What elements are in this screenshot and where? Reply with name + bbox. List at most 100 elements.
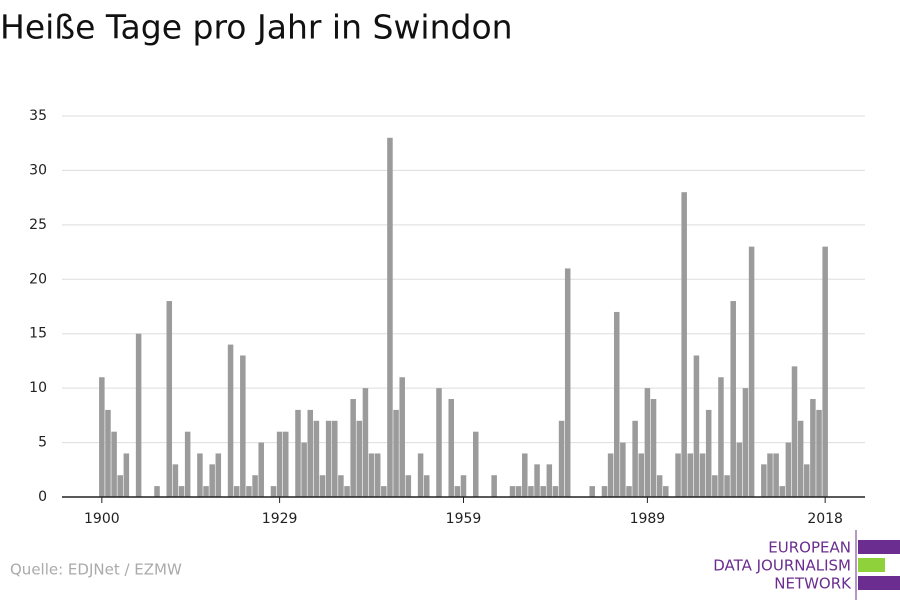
bar xyxy=(123,453,130,497)
logo-bar xyxy=(858,540,900,554)
bar xyxy=(233,486,240,497)
x-tick-label: 1959 xyxy=(446,511,482,527)
bar xyxy=(797,420,804,497)
bar xyxy=(718,377,724,497)
bar xyxy=(546,464,553,497)
bar xyxy=(454,486,461,497)
bar xyxy=(626,486,632,497)
logo-bar xyxy=(858,576,900,590)
bar xyxy=(509,486,516,497)
bar xyxy=(804,464,810,497)
y-tick-label: 5 xyxy=(38,435,47,451)
bar xyxy=(705,409,712,497)
bar xyxy=(552,486,559,497)
bar xyxy=(491,475,497,497)
bar xyxy=(564,268,571,497)
bar xyxy=(515,486,522,497)
y-tick-label: 30 xyxy=(29,162,47,178)
bar xyxy=(632,420,638,497)
bar xyxy=(601,486,608,497)
bar xyxy=(473,431,479,497)
bar xyxy=(816,409,822,497)
bar xyxy=(301,442,307,497)
bar xyxy=(791,366,798,497)
bar xyxy=(338,475,344,497)
bar xyxy=(381,486,387,497)
bar xyxy=(607,453,614,497)
bar xyxy=(393,409,399,497)
bar xyxy=(209,464,215,497)
bar xyxy=(246,486,252,497)
logo-bar xyxy=(858,558,885,572)
bar xyxy=(172,464,179,497)
y-tick-label: 10 xyxy=(29,380,47,396)
bar xyxy=(675,453,681,497)
bar xyxy=(178,486,185,497)
bar xyxy=(423,475,430,497)
bar xyxy=(742,388,749,497)
bar xyxy=(650,399,657,497)
bar xyxy=(620,442,626,497)
bar xyxy=(135,333,142,497)
bar xyxy=(350,399,356,497)
bar xyxy=(460,475,467,497)
bar xyxy=(663,486,669,497)
logo-text: DATA JOURNALISM xyxy=(713,557,851,575)
bar xyxy=(362,388,369,497)
x-tick-label: 1989 xyxy=(630,511,666,527)
bar xyxy=(558,420,565,497)
logo: EUROPEAN DATA JOURNALISM NETWORK xyxy=(713,530,900,600)
bar xyxy=(528,486,534,497)
bar xyxy=(227,344,234,497)
bar xyxy=(325,420,332,497)
y-tick-label: 0 xyxy=(38,489,47,505)
y-tick-label: 35 xyxy=(29,108,47,124)
bar xyxy=(99,377,105,497)
bar xyxy=(166,301,173,497)
bar xyxy=(589,486,595,497)
bar xyxy=(276,431,283,497)
chart-title: Heiße Tage pro Jahr in Swindon xyxy=(0,8,513,47)
bar xyxy=(534,464,540,497)
y-tick-label: 15 xyxy=(29,326,47,342)
bar xyxy=(203,486,209,497)
bar xyxy=(282,431,289,497)
bar xyxy=(387,137,393,497)
x-tick-label: 1900 xyxy=(84,511,120,527)
bar xyxy=(681,192,687,497)
bar xyxy=(748,246,755,497)
source: Quelle: EDJNet / EZMW xyxy=(10,561,182,579)
bar xyxy=(117,475,123,497)
bar xyxy=(767,453,773,497)
bar xyxy=(436,388,442,497)
bar xyxy=(111,431,117,497)
bar xyxy=(344,486,350,497)
y-tick-label: 20 xyxy=(29,271,47,287)
x-tick-label: 1929 xyxy=(262,511,298,527)
bar xyxy=(761,464,767,497)
bar xyxy=(399,377,405,497)
bar xyxy=(638,453,645,497)
bar xyxy=(736,442,743,497)
bar xyxy=(644,388,651,497)
bar xyxy=(693,355,700,497)
bar xyxy=(656,475,663,497)
bar xyxy=(184,431,191,497)
bar xyxy=(730,301,736,497)
bar xyxy=(699,453,706,497)
bar xyxy=(522,453,528,497)
bar xyxy=(687,453,694,497)
bar xyxy=(540,486,546,497)
bar xyxy=(712,475,718,497)
bar xyxy=(785,442,792,497)
bar xyxy=(313,420,320,497)
bar xyxy=(319,475,326,497)
bar xyxy=(154,486,160,497)
bar xyxy=(295,409,301,497)
bar xyxy=(240,355,246,497)
bar xyxy=(197,453,203,497)
bar xyxy=(258,442,264,497)
x-tick-label: 2018 xyxy=(807,511,843,527)
bar xyxy=(356,420,363,497)
bar xyxy=(374,453,381,497)
